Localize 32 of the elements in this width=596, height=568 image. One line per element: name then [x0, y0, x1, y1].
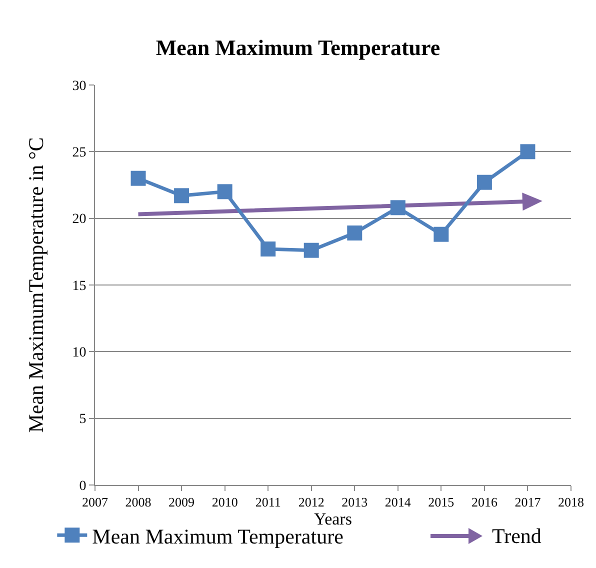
- text: Trend: [492, 524, 542, 548]
- x-tick-label: 2012: [298, 494, 324, 510]
- x-tick-label: 2016: [471, 494, 498, 510]
- y-tick-label: 20: [72, 212, 86, 228]
- x-tick-label: 2011: [255, 494, 281, 510]
- x-tick-label: 2014: [384, 494, 412, 510]
- x-tick-label: 2013: [342, 494, 368, 510]
- x-tick-label: 2008: [125, 494, 152, 510]
- point: [304, 242, 319, 258]
- x-tick-label: 2015: [428, 494, 454, 510]
- point: [347, 226, 362, 240]
- y-tick-label: 5: [79, 412, 86, 428]
- y-tick-label: 15: [72, 278, 86, 294]
- x-tick-label: 2017: [514, 494, 542, 510]
- point: [390, 200, 406, 216]
- x-tick-label: 2007: [82, 494, 108, 510]
- chart-title: Mean Maximum Temperature: [156, 35, 440, 60]
- y-tick-label: 25: [72, 146, 86, 161]
- x-tick-label: 2018: [558, 494, 584, 510]
- point: [434, 226, 449, 242]
- y-axis-title: Mean MaximumTemperature in °C: [24, 137, 48, 433]
- point: [217, 184, 232, 200]
- x-tick-label: 2010: [212, 494, 238, 510]
- point: [174, 188, 190, 204]
- x-tick-label: 2009: [168, 494, 195, 510]
- point: [476, 174, 492, 190]
- point: [520, 144, 536, 160]
- point: [130, 170, 146, 186]
- point: [260, 242, 276, 256]
- y-tick-label: 0: [79, 478, 86, 494]
- y-tick-label: 30: [72, 78, 86, 94]
- y-tick-label: 10: [72, 346, 86, 361]
